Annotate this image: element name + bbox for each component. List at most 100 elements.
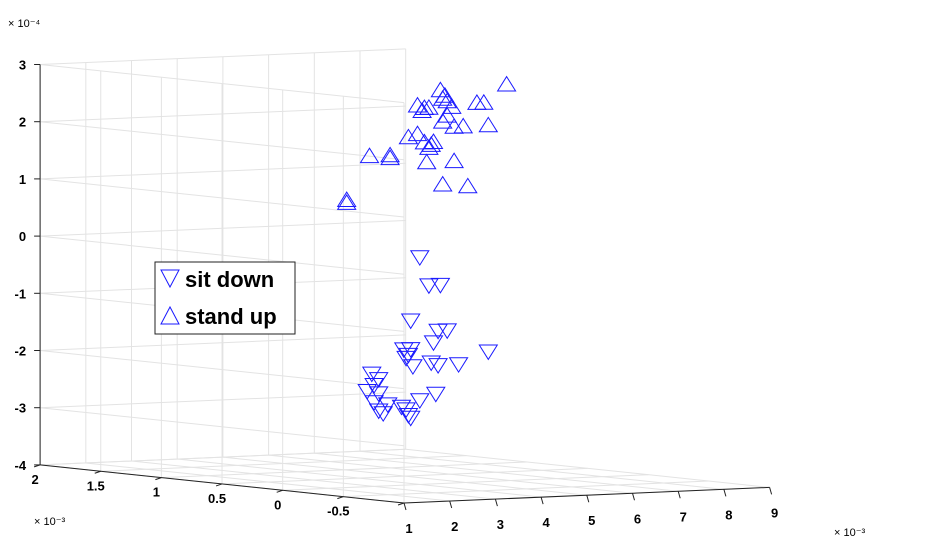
point-stand-up bbox=[398, 128, 419, 145]
point-sit-down bbox=[409, 393, 430, 410]
x-multiplier: × 10⁻³ bbox=[834, 527, 866, 539]
z-tick-label: -4 bbox=[15, 458, 27, 473]
axes bbox=[33, 64, 773, 511]
x-tick-mark bbox=[769, 487, 773, 495]
y-tick-label: -0.5 bbox=[327, 504, 349, 519]
point-sit-down bbox=[400, 342, 421, 358]
point-sit-down bbox=[396, 402, 417, 419]
z-tick-label: 3 bbox=[19, 58, 26, 73]
point-sit-down bbox=[428, 358, 449, 374]
z-tick-label: 2 bbox=[19, 115, 26, 130]
x-tick-label: 7 bbox=[680, 509, 687, 524]
point-stand-up bbox=[418, 98, 439, 115]
y-tick-mark bbox=[397, 502, 405, 506]
point-sit-down bbox=[423, 335, 444, 352]
z-tick-label: -1 bbox=[15, 286, 27, 301]
x-tick-label: 8 bbox=[725, 507, 732, 522]
gridline bbox=[222, 467, 588, 485]
x-tick-mark bbox=[449, 500, 453, 509]
point-sit-down bbox=[409, 250, 430, 267]
point-sit-down bbox=[377, 397, 398, 414]
point-sit-down bbox=[418, 278, 439, 295]
point-sit-down bbox=[421, 355, 442, 372]
point-sit-down bbox=[402, 359, 423, 376]
point-stand-up bbox=[466, 94, 487, 110]
y-tick-mark bbox=[215, 483, 223, 487]
point-stand-up bbox=[432, 112, 453, 129]
point-sit-down bbox=[428, 323, 449, 340]
y-tick-label: 1 bbox=[153, 485, 160, 500]
x-tick-mark bbox=[586, 495, 590, 503]
point-stand-up bbox=[421, 136, 442, 152]
gridline bbox=[40, 350, 405, 390]
x-tick-label: 2 bbox=[451, 519, 458, 534]
y-tick-label: 2 bbox=[31, 472, 38, 487]
point-stand-up bbox=[457, 177, 478, 194]
point-sit-down bbox=[361, 366, 382, 383]
point-stand-up bbox=[336, 191, 357, 207]
data-points bbox=[336, 75, 517, 427]
point-sit-down bbox=[368, 403, 389, 420]
point-stand-up bbox=[434, 86, 455, 103]
gridline bbox=[40, 407, 405, 447]
point-stand-up bbox=[441, 98, 462, 114]
y-tick-label: 0 bbox=[274, 497, 281, 512]
point-stand-up bbox=[336, 194, 357, 210]
x-tick-label: 6 bbox=[634, 511, 641, 526]
x-tick-mark bbox=[403, 502, 407, 511]
point-stand-up bbox=[380, 146, 401, 163]
point-sit-down bbox=[368, 386, 389, 403]
legend: sit down stand up bbox=[154, 261, 296, 335]
x-tick-mark bbox=[723, 489, 727, 497]
point-stand-up bbox=[453, 117, 474, 134]
legend-label-sit-down: sit down bbox=[185, 267, 274, 292]
gridline bbox=[100, 455, 467, 472]
legend-marker-stand-up bbox=[160, 305, 180, 325]
x-tick-mark bbox=[677, 491, 681, 499]
z-multiplier: × 10⁻⁴ bbox=[8, 18, 41, 30]
tick-labels: 1 2 3 4 5 6 7 8 9 2 1.5 1 0.5 0 -0.5 3 2 1 0 -1 -2 -3 -4 × 10⁻⁴… bbox=[8, 18, 866, 539]
point-sit-down bbox=[400, 410, 421, 427]
point-stand-up bbox=[407, 125, 428, 142]
y-tick-mark bbox=[155, 477, 162, 481]
gridline bbox=[40, 235, 405, 275]
z-tick-label: -2 bbox=[15, 344, 27, 359]
x-tick-mark bbox=[632, 493, 635, 501]
legend-label-stand-up: stand up bbox=[185, 304, 277, 329]
y-tick-label: 1.5 bbox=[87, 478, 105, 493]
x-tick-label: 1 bbox=[405, 521, 412, 536]
gridline bbox=[343, 480, 709, 498]
gridline bbox=[40, 178, 405, 218]
point-sit-down bbox=[368, 372, 389, 388]
point-stand-up bbox=[416, 153, 437, 170]
point-sit-down bbox=[430, 277, 451, 294]
gridline bbox=[40, 121, 405, 161]
x-tick-mark bbox=[540, 497, 544, 505]
point-sit-down bbox=[357, 384, 378, 400]
point-stand-up bbox=[432, 175, 453, 192]
z-tick-label: 0 bbox=[19, 229, 26, 244]
point-stand-up bbox=[359, 147, 380, 164]
point-stand-up bbox=[437, 106, 458, 123]
gridline bbox=[40, 48, 406, 65]
point-sit-down bbox=[364, 378, 385, 394]
point-stand-up bbox=[473, 93, 494, 110]
x-tick-label: 3 bbox=[497, 517, 504, 532]
gridline bbox=[40, 64, 405, 104]
gridline bbox=[40, 448, 406, 466]
y-tick-mark bbox=[337, 496, 344, 500]
point-sit-down bbox=[364, 395, 385, 412]
point-sit-down bbox=[373, 406, 394, 423]
x-tick-label: 9 bbox=[771, 505, 778, 520]
y-tick-mark bbox=[276, 489, 283, 493]
x-tick-label: 5 bbox=[588, 513, 595, 528]
point-stand-up bbox=[444, 152, 465, 169]
x-tick-label: 4 bbox=[542, 515, 550, 530]
point-sit-down bbox=[400, 313, 421, 330]
point-sit-down bbox=[478, 344, 499, 361]
point-sit-down bbox=[448, 357, 469, 374]
x-tick-mark bbox=[494, 498, 498, 507]
point-sit-down bbox=[396, 350, 417, 367]
y-tick-label: 0.5 bbox=[208, 491, 226, 506]
